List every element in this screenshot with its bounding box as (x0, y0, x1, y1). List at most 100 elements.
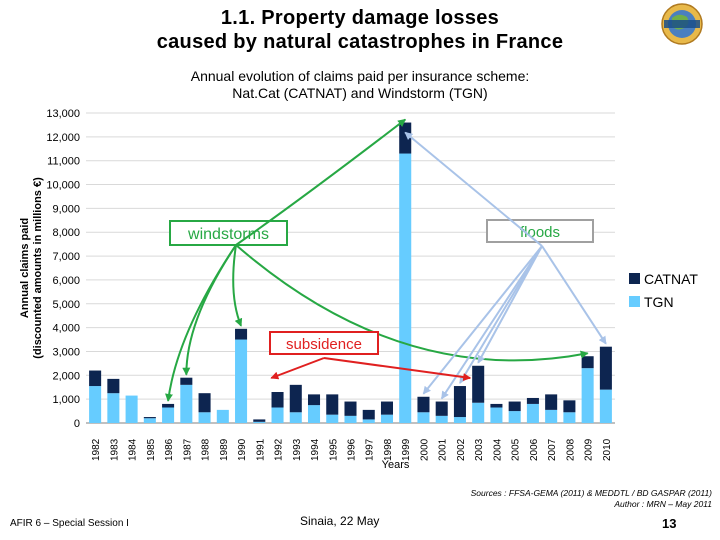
bar-tgn (526, 403, 539, 423)
bar-catnat (143, 417, 156, 419)
x-tick-label: 1985 (146, 438, 157, 461)
x-tick-label: 1999 (401, 438, 412, 461)
footer-session-label: AFIR 6 – Special Session I (10, 518, 129, 529)
flood-arrow (541, 245, 607, 345)
bar-tgn (344, 415, 357, 423)
x-tick-label: 2006 (529, 438, 540, 461)
y-axis-title-line-2: (discounted amounts in millions €) (32, 177, 44, 359)
subtitle-line-1: Annual evolution of claims paid per insu… (190, 68, 530, 84)
sources-note: Sources : FFSA-GEMA (2011) & MEDDTL / BD… (380, 488, 712, 510)
bar-tgn (472, 402, 485, 423)
flood-arrow (459, 245, 543, 384)
bar-tgn (143, 418, 156, 423)
bar-tgn (180, 384, 193, 423)
bar-tgn (435, 415, 448, 423)
x-tick-label: 1992 (274, 438, 285, 461)
footer-place-date: Sinaia, 22 May (300, 514, 380, 528)
bar-tgn (216, 409, 229, 423)
bar-tgn (399, 153, 412, 424)
bar-catnat (545, 394, 558, 410)
windstorm-arrow (182, 244, 237, 376)
subsidence-arrow (270, 357, 325, 380)
bar-catnat (326, 394, 339, 415)
y-tick-label: 4,000 (52, 323, 80, 335)
x-tick-label: 1996 (347, 438, 358, 461)
bar-tgn (89, 386, 102, 423)
x-tick-label: 2005 (511, 438, 522, 461)
x-tick-label: 2010 (602, 438, 613, 461)
bar-tgn (107, 393, 120, 423)
flood-arrow (422, 245, 543, 395)
y-tick-label: 10,000 (46, 180, 80, 192)
bar-tgn (253, 421, 266, 423)
bar-catnat (289, 384, 302, 413)
legend-label-catnat: CATNAT (644, 271, 698, 287)
bar-tgn (125, 395, 138, 423)
windstorm-arrow (165, 244, 237, 402)
title-line-2: caused by natural catastrophes in France (156, 31, 564, 53)
bar-tgn (508, 411, 521, 423)
flood-arrow (440, 245, 543, 400)
legend-swatch-catnat (629, 273, 640, 284)
sources-line-2: Author : MRN – May 2011 (614, 499, 712, 509)
y-tick-label: 11,000 (47, 156, 80, 168)
x-tick-label: 1995 (328, 438, 339, 461)
bar-catnat (362, 409, 375, 420)
bar-catnat (271, 392, 284, 408)
x-tick-label: 2002 (456, 438, 467, 461)
bar-tgn (162, 407, 175, 423)
subsidence-arrow (323, 357, 472, 382)
windstorm-arrow (235, 244, 589, 362)
x-tick-label: 1990 (237, 438, 248, 461)
bar-catnat (435, 401, 448, 416)
x-tick-label: 1998 (383, 438, 394, 461)
bar-tgn (563, 412, 576, 423)
bar-tgn (307, 405, 321, 423)
windstorms-label: windstorms (187, 226, 269, 243)
x-tick-label: 2007 (547, 438, 558, 461)
windstorm-arrow (235, 118, 407, 246)
bar-catnat (198, 393, 211, 413)
title-line-1: 1.1. Property damage losses (220, 7, 500, 29)
bar-catnat (107, 378, 120, 394)
bar-tgn (271, 407, 284, 423)
x-tick-label: 1982 (91, 438, 102, 461)
x-tick-label: 1994 (310, 438, 321, 461)
y-tick-label: 7,000 (52, 251, 80, 263)
y-tick-label: 8,000 (52, 227, 80, 239)
y-tick-label: 6,000 (52, 275, 80, 287)
bar-catnat (380, 401, 394, 415)
x-tick-label: 2003 (474, 438, 485, 461)
bar-tgn (289, 412, 302, 423)
subtitle-line-2: Nat.Cat (CATNAT) and Windstorm (TGN) (232, 85, 488, 101)
bar-tgn (417, 412, 430, 423)
windstorms-label-box (169, 220, 288, 246)
legend-swatch-tgn (629, 296, 640, 307)
x-tick-label: 2004 (492, 438, 503, 461)
x-tick-label: 2000 (419, 438, 430, 461)
subsidence-label: subsidence (286, 336, 362, 353)
bar-catnat (344, 401, 357, 416)
flood-arrow (477, 245, 543, 364)
bar-catnat (235, 328, 248, 340)
y-tick-label: 13,000 (46, 108, 80, 120)
bar-tgn (453, 417, 466, 423)
bar-catnat (508, 401, 521, 412)
bar-catnat (453, 386, 466, 418)
bar-catnat (307, 394, 321, 406)
bar-catnat (472, 365, 485, 403)
bar-catnat (399, 122, 412, 154)
x-tick-label: 2009 (584, 438, 595, 461)
bar-catnat (253, 419, 266, 422)
floods-label-box (486, 219, 594, 243)
x-tick-label: 2001 (438, 438, 449, 461)
y-tick-label: 12,000 (46, 132, 80, 144)
x-tick-label: 1991 (255, 438, 266, 461)
x-tick-label: 1988 (201, 438, 212, 461)
bar-tgn (581, 368, 594, 423)
x-tick-label: 1997 (365, 438, 376, 461)
x-tick-label: 1983 (109, 438, 120, 461)
y-tick-label: 1,000 (52, 394, 80, 406)
x-tick-label: 1986 (164, 438, 175, 461)
